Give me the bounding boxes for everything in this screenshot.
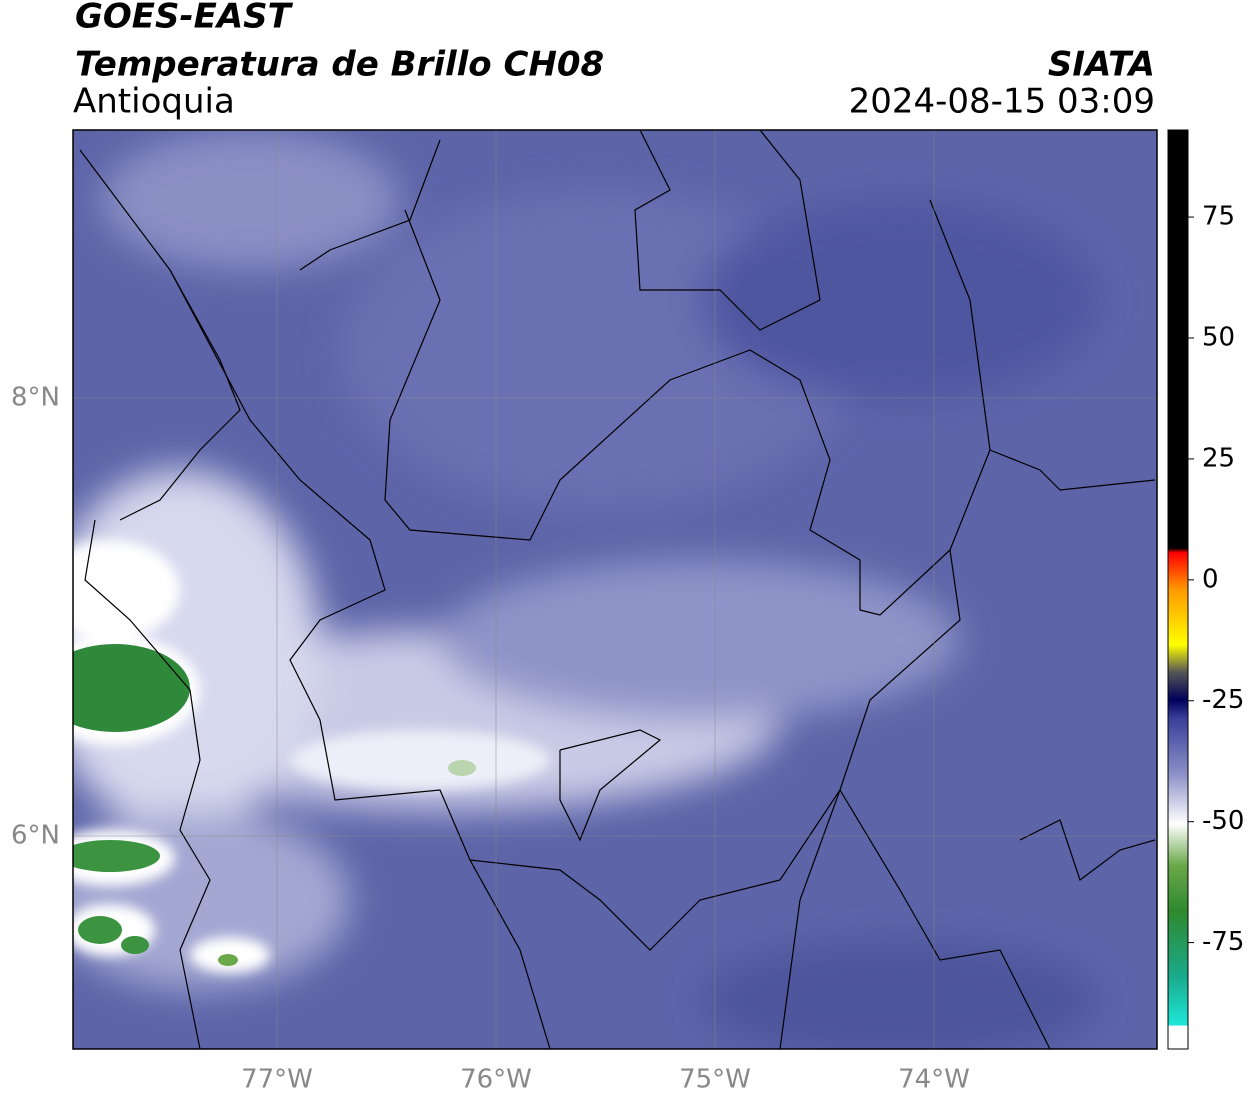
colorbar-tick-label: 25 [1202,443,1235,473]
colorbar-tick-label: -50 [1202,806,1244,836]
region: Antioquia [73,82,235,122]
lat-label: 8°N [11,383,60,413]
lon-label: 74°W [898,1065,970,1095]
subtitle: Temperatura de Brillo CH08 [75,45,604,85]
colorbar-tick-label: -75 [1202,927,1244,957]
colorbar-tick-label: 50 [1202,322,1235,352]
lon-label: 75°W [679,1065,751,1095]
lon-label: 77°W [241,1065,313,1095]
map-frame [72,129,1158,1050]
labels: 8°N 6°N 77°W 76°W 75°W 74°W 75 50 25 0 -25 -50 -75 [11,202,1244,1095]
colorbar-tick-label: -25 [1202,685,1244,715]
colorbar-tick-label: 75 [1202,202,1235,232]
title: GOES-EAST [75,0,294,37]
colorbar [1167,129,1189,1050]
lat-label: 6°N [11,821,60,851]
datetime: 2024-08-15 03:09 [849,82,1155,122]
lon-label: 76°W [460,1065,532,1095]
source: SIATA [1048,45,1155,85]
map-image [73,130,1157,1049]
colorbar-tick-label: 0 [1202,564,1219,594]
